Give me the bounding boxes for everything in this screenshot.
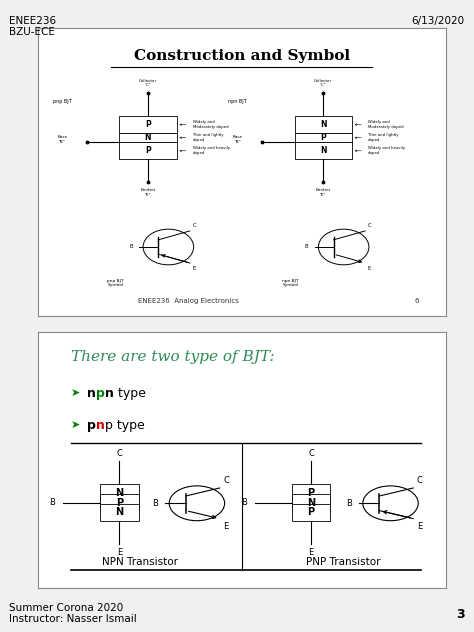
Text: C: C [308,449,314,458]
Text: B: B [49,498,55,507]
Text: P: P [116,498,123,507]
Text: npn BJT
Symbol: npn BJT Symbol [283,279,299,287]
Text: n: n [87,387,96,399]
Text: P: P [308,488,315,498]
Text: N: N [145,133,151,142]
Text: ENEE236  Analog Electronics: ENEE236 Analog Electronics [138,298,239,305]
Text: There are two type of BJT:: There are two type of BJT: [71,349,274,364]
Text: ENEE236: ENEE236 [9,16,56,26]
Text: ➤: ➤ [71,420,80,430]
Text: C: C [117,449,122,458]
Text: p: p [87,419,96,432]
Text: ➤: ➤ [71,388,80,398]
Text: C: C [368,223,371,228]
Text: E: E [117,548,122,557]
Text: p type: p type [105,419,145,432]
Text: p: p [96,387,105,399]
Bar [292,504,330,521]
Text: Base
"B": Base "B" [233,135,243,143]
Text: Instructor: Nasser Ismail: Instructor: Nasser Ismail [9,614,137,624]
Text: Summer Corona 2020: Summer Corona 2020 [9,603,124,613]
Text: n: n [96,419,105,432]
Text: pnp BJT: pnp BJT [53,99,72,104]
Bar [119,142,176,159]
Text: B: B [152,499,158,507]
Text: E: E [368,265,371,270]
Text: Widely and
Moderately doped: Widely and Moderately doped [368,120,404,129]
Bar [292,494,330,511]
Text: N: N [320,146,327,155]
Text: B: B [241,498,247,507]
Text: P: P [320,133,326,142]
Text: 6: 6 [415,298,419,305]
Text: C: C [223,476,229,485]
Bar [292,485,330,502]
Text: npn BJT: npn BJT [228,99,247,104]
Text: P: P [145,120,151,129]
Bar [100,494,139,511]
Text: N: N [307,498,315,507]
Text: E: E [192,265,196,270]
Text: E: E [223,521,228,531]
Text: 3: 3 [456,607,465,621]
Bar [295,116,352,133]
Text: Thin and lightly
doped: Thin and lightly doped [368,133,399,142]
Text: Base
"B": Base "B" [57,135,67,143]
Text: Widely and
Moderately doped: Widely and Moderately doped [193,120,228,129]
Bar [119,133,176,142]
Text: E: E [309,548,314,557]
Text: Collector
"C": Collector "C" [139,79,157,87]
Bar [100,485,139,502]
Text: Collector
"C": Collector "C" [314,79,332,87]
Bar [119,116,176,133]
Text: P: P [145,146,151,155]
Text: type: type [114,387,146,399]
Text: N: N [115,507,124,518]
Text: Widely and heavily
doped: Widely and heavily doped [368,147,405,155]
Text: BZU-ECE: BZU-ECE [9,27,55,37]
Text: n: n [105,387,114,399]
Text: E: E [417,521,422,531]
Text: B: B [305,245,308,250]
Text: NPN Transistor: NPN Transistor [102,557,178,567]
Text: Thin and lightly
doped: Thin and lightly doped [193,133,223,142]
Bar [100,504,139,521]
Text: C: C [192,223,196,228]
Text: P: P [308,507,315,518]
Text: N: N [320,120,327,129]
Text: pnp BJT
Symbol: pnp BJT Symbol [107,279,124,287]
Text: 6/13/2020: 6/13/2020 [411,16,465,26]
Text: Emitter
"E": Emitter "E" [316,188,331,197]
Text: B: B [129,245,133,250]
Text: C: C [417,476,423,485]
Bar [295,133,352,142]
Text: Construction and Symbol: Construction and Symbol [134,49,350,63]
Text: N: N [115,488,124,498]
Text: Emitter
"E": Emitter "E" [140,188,155,197]
Text: PNP Transistor: PNP Transistor [306,557,381,567]
Text: B: B [346,499,352,507]
Bar [295,142,352,159]
Text: Widely and heavily
doped: Widely and heavily doped [193,147,230,155]
